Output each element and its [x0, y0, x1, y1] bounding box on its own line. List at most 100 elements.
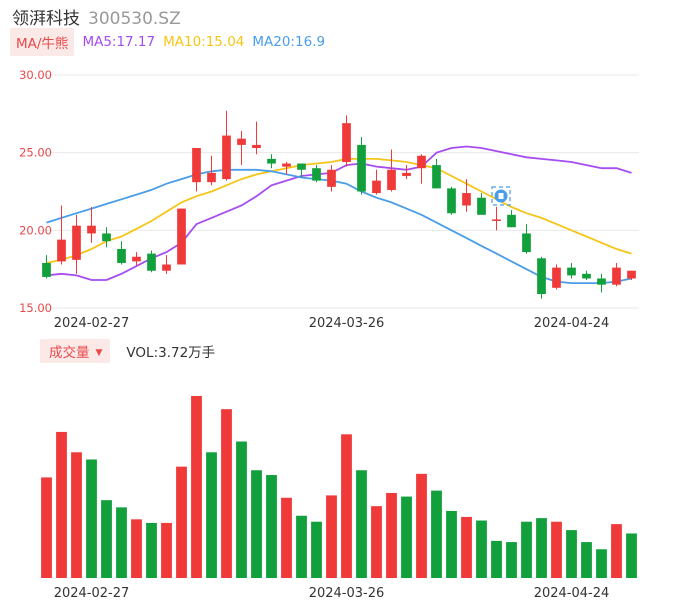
- volume-bar: [506, 542, 517, 578]
- ma-legend: MA/牛熊 MA5:17.17 MA10:15.04 MA20:16.9: [10, 28, 325, 56]
- candle: [522, 224, 531, 254]
- candle: [252, 121, 261, 155]
- signal-marker-icon[interactable]: [491, 186, 511, 206]
- candle: [507, 210, 516, 228]
- stock-header: 领湃科技 300530.SZ: [12, 4, 181, 29]
- candle: [267, 154, 276, 169]
- candle: [387, 149, 396, 192]
- x-tick-label: 2024-04-24: [534, 586, 610, 601]
- candle-body: [372, 180, 381, 194]
- volume-bar: [626, 533, 637, 578]
- y-tick-label: 30.00: [19, 68, 52, 82]
- volume-bar: [56, 431, 67, 578]
- volume-bars: [41, 396, 637, 578]
- candle-body: [72, 225, 81, 260]
- volume-chart: 2024-02-27 2024-03-26 2024-04-24: [41, 396, 637, 601]
- candle-body: [567, 267, 576, 276]
- candle-body: [267, 158, 276, 164]
- candle-body: [417, 155, 426, 169]
- candle-body: [507, 214, 516, 228]
- ma10-line: [46, 158, 632, 264]
- candle-body: [327, 169, 336, 187]
- volume-toggle-button[interactable]: 成交量 ▼: [40, 339, 111, 363]
- candle: [342, 115, 351, 167]
- x-tick-label: 2024-04-24: [534, 316, 610, 331]
- candle: [372, 169, 381, 195]
- candle-body: [447, 188, 456, 214]
- candle-body: [192, 148, 201, 183]
- candle-body: [177, 208, 186, 265]
- candle-body: [132, 256, 141, 262]
- candle-body: [537, 258, 546, 295]
- volume-bar: [386, 492, 397, 578]
- x-tick-label: 2024-02-27: [54, 586, 130, 601]
- volume-bar: [551, 521, 562, 578]
- volume-bar: [41, 477, 52, 578]
- candles: [42, 110, 636, 299]
- candle-body: [282, 163, 291, 167]
- volume-bar: [251, 470, 262, 578]
- volume-bar: [281, 497, 292, 578]
- candle: [147, 250, 156, 273]
- volume-toggle-label: 成交量: [49, 345, 90, 361]
- candle-body: [87, 225, 96, 234]
- candle-body: [522, 233, 531, 253]
- candle: [117, 241, 126, 265]
- volume-bar: [611, 524, 622, 578]
- candle-body: [402, 172, 411, 176]
- candle: [432, 158, 441, 189]
- candle: [327, 165, 336, 192]
- candle-body: [597, 278, 606, 285]
- candle-body: [222, 135, 231, 180]
- candle-body: [42, 262, 51, 277]
- y-tick-label: 25.00: [19, 146, 52, 160]
- x-tick-label: 2024-03-26: [309, 316, 385, 331]
- candle-body: [612, 267, 621, 285]
- moving-average-lines: [46, 145, 632, 284]
- candle-body: [147, 253, 156, 271]
- candle: [132, 252, 141, 267]
- volume-bar: [536, 518, 547, 578]
- candle: [207, 155, 216, 186]
- volume-bar: [71, 452, 82, 578]
- candle: [597, 273, 606, 293]
- dropdown-arrow-icon: ▼: [95, 348, 103, 358]
- candle: [102, 227, 111, 248]
- price-x-axis: 2024-02-27 2024-03-26 2024-04-24: [54, 316, 610, 331]
- volume-bar: [326, 495, 337, 578]
- volume-bar: [431, 490, 442, 578]
- candle: [282, 161, 291, 175]
- candle: [357, 137, 366, 195]
- candle: [192, 148, 201, 192]
- candle: [477, 193, 486, 215]
- volume-bar: [596, 549, 607, 578]
- volume-bar: [146, 522, 157, 578]
- volume-bar: [191, 396, 202, 578]
- candle-body: [57, 239, 66, 262]
- candle: [57, 205, 66, 265]
- candle: [162, 255, 171, 274]
- candle-body: [357, 144, 366, 192]
- volume-bar: [266, 475, 277, 578]
- candle-body: [432, 165, 441, 189]
- candle-body: [462, 193, 471, 206]
- candle-body: [207, 172, 216, 183]
- candle: [417, 154, 426, 184]
- candle-body: [477, 197, 486, 215]
- candle-body: [627, 270, 636, 279]
- candle: [567, 262, 576, 279]
- x-tick-label: 2024-03-26: [309, 586, 385, 601]
- volume-bar: [566, 530, 577, 578]
- ma-toggle-button[interactable]: MA/牛熊: [10, 28, 75, 56]
- candle: [297, 163, 306, 178]
- candle-body: [552, 267, 561, 288]
- price-chart: 30.00 25.00 20.00 15.00 2024-02-27 2024-03-2…: [19, 68, 639, 331]
- candle-body: [582, 273, 591, 279]
- candle: [87, 207, 96, 243]
- candle-body: [237, 138, 246, 145]
- candle: [552, 264, 561, 290]
- volume-bar: [296, 515, 307, 578]
- y-tick-label: 15.00: [19, 301, 52, 315]
- candle: [492, 207, 501, 231]
- candle-body: [117, 248, 126, 263]
